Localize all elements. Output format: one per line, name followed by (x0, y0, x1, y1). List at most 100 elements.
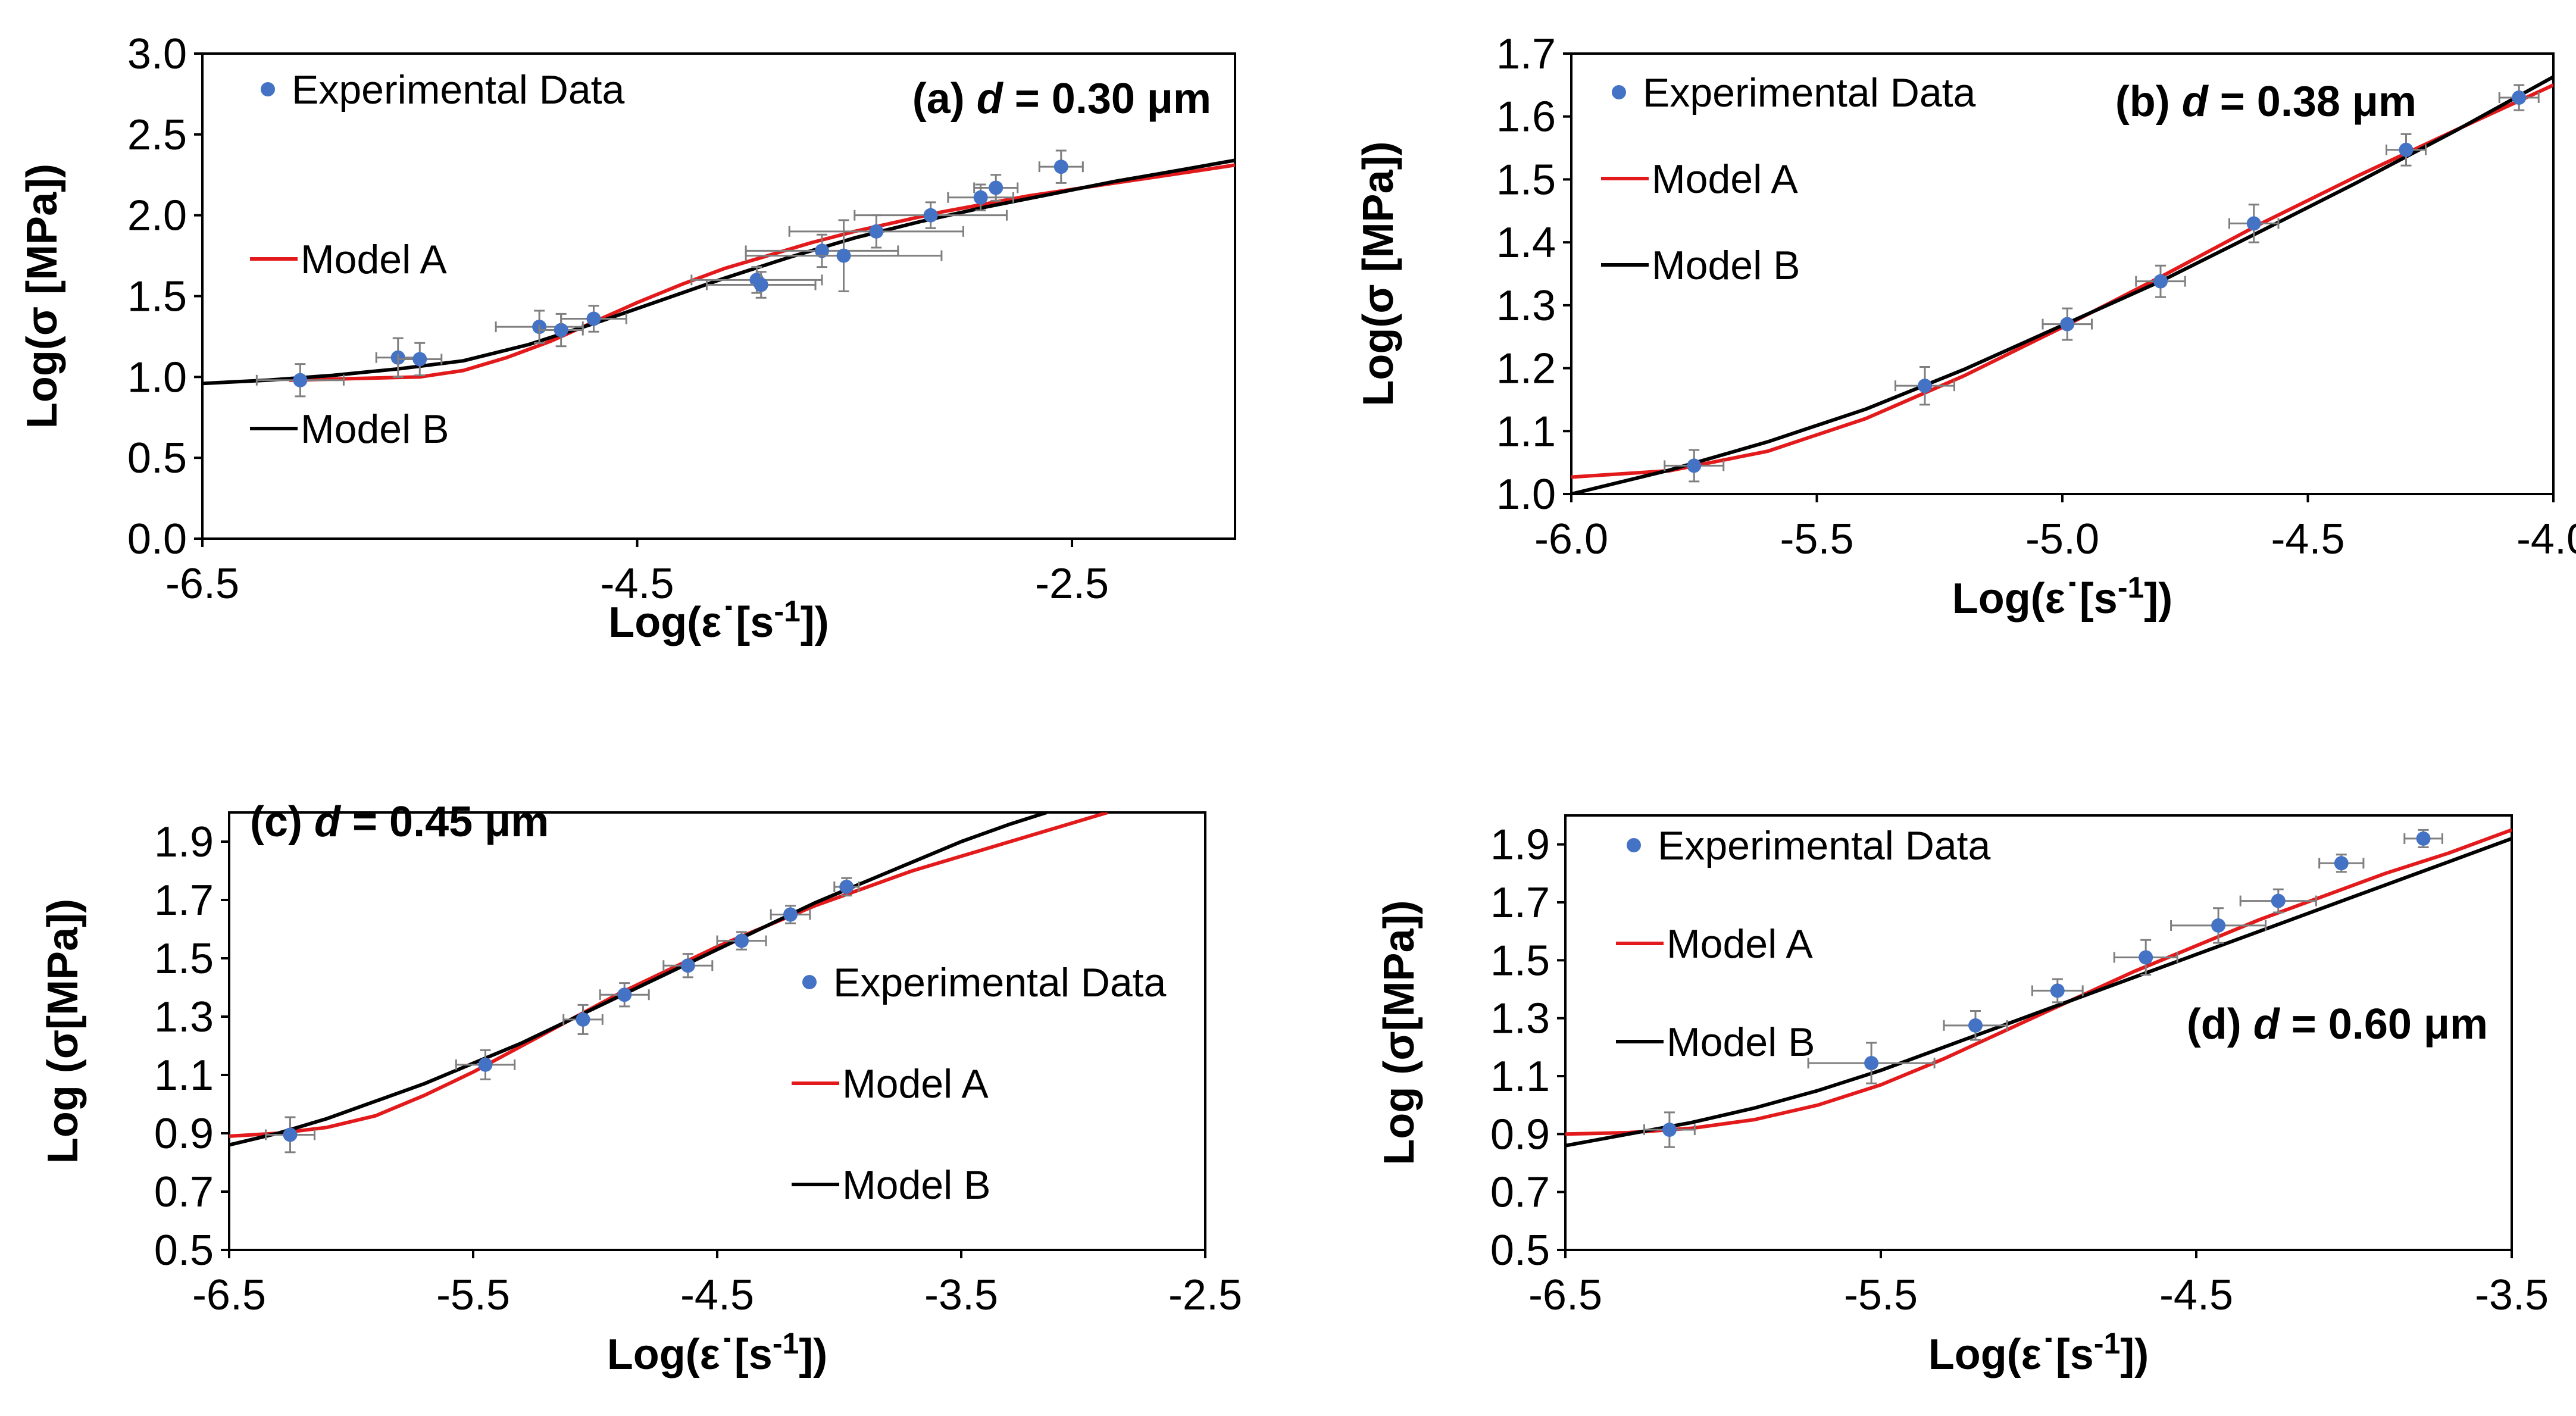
panel-a-x-tick-label: -6.5 (165, 560, 239, 608)
panel-b-x-tick-label: -5.5 (1780, 515, 1853, 563)
panel-d-data-point (2050, 983, 2065, 998)
panel-b-data-point (1918, 379, 1932, 393)
panel-c-data-point (283, 1127, 298, 1142)
panel-d-x-tick-label: -5.5 (1844, 1271, 1918, 1319)
panel-a-x-tick-label: -4.5 (600, 560, 674, 608)
panel-a-data-point (923, 208, 938, 223)
panel-d-x-tick-label: -3.5 (2475, 1271, 2549, 1319)
panel-c-model-a-line (229, 812, 1108, 1138)
panel-c-y-tick-label: 0.7 (154, 1168, 214, 1216)
panel-d-data-point (2139, 950, 2153, 965)
panel-d-model-a-line (1565, 828, 2512, 1136)
panel-c-x-tick-label: -3.5 (924, 1271, 998, 1319)
panel-d-legend-label: Model B (1667, 1020, 1815, 1065)
panel-a-model-b-line (202, 158, 1235, 386)
panel-a-y-tick-label: 1.5 (127, 273, 187, 321)
panel-c-plot-frame (228, 811, 1206, 1251)
panel-c-data-point (680, 958, 695, 973)
panel-b-data-point (2060, 317, 2075, 332)
panel-b-data-point (2512, 90, 2527, 105)
panel-b-y-axis-title: Log(σ [MPa]) (1355, 141, 1402, 406)
panel-c-y-axis-title: Log (σ[MPa]) (39, 899, 87, 1164)
panel-b-data-point (2399, 142, 2414, 157)
panel-d-data-point (1864, 1056, 1879, 1071)
panel-a-y-tick-label: 0.5 (127, 435, 187, 482)
panel-d-y-tick-label: 0.7 (1490, 1169, 1550, 1217)
panel-d-y-tick-label: 0.5 (1490, 1227, 1550, 1274)
panel-b-legend-label: Model A (1652, 157, 1798, 202)
panel-a-data-point (869, 224, 884, 239)
panel-c-data-point (839, 879, 854, 894)
panel-d-y-tick-label: 1.1 (1490, 1053, 1550, 1101)
panel-a-data-point (554, 323, 568, 337)
panel-c-legend-label: Model A (842, 1061, 989, 1106)
panel-a-data-point (973, 190, 988, 205)
panel-d-data-point (2271, 893, 2286, 908)
panel-c: 0.5 0.7 0.9 1.1 1.3 1.5 1.7 1.9 -6.5 -5.5 -4.5 -3.5… (39, 798, 1242, 1379)
panel-d-model-b-line (1565, 837, 2512, 1148)
panel-d-legend-label: Experimental Data (1658, 823, 1991, 868)
panel-a-x-tick-label: -2.5 (1035, 560, 1109, 608)
panel-b-y-tick-label: 1.5 (1496, 156, 1556, 204)
panel-a-legend-label: Model A (301, 237, 447, 282)
panel-d-data-point (2211, 918, 2226, 933)
panel-a: 0.0 0.5 1.0 1.5 2.0 2.5 3.0 -6.5 -4.5 -2.5 Log(ε˙[… (18, 30, 1236, 646)
panel-a-data-point (836, 248, 851, 263)
panel-d-data-point (2416, 831, 2431, 846)
panel-a-x-axis-title: Log(ε˙[s-1]) (608, 595, 829, 646)
panel-d-x-tick-label: -6.5 (1528, 1271, 1602, 1319)
panel-b: 1.0 1.1 1.2 1.3 1.4 1.5 1.6 1.7 -6.0 -5.5 -5.0 -4.5… (1355, 30, 2576, 623)
panel-b-legend-label: Model B (1652, 243, 1800, 288)
panel-c-title: (c) d = 0.45 μm (250, 798, 549, 846)
panel-d-y-tick-label: 1.9 (1490, 821, 1550, 869)
panel-c-x-tick-label: -2.5 (1168, 1271, 1242, 1319)
panel-d-y-tick-label: 0.9 (1490, 1111, 1550, 1158)
panel-a-data-point (989, 180, 1003, 195)
panel-a-plot-frame (201, 52, 1236, 540)
panel-b-data-point (1687, 458, 1702, 473)
panel-d-legend-label: Model A (1667, 921, 1813, 967)
panel-c-y-tick-label: 1.3 (154, 993, 214, 1041)
panel-b-legend-marker-data (1612, 85, 1626, 99)
panel-a-legend-marker-data (261, 82, 275, 96)
panel-a-y-tick-label: 1.0 (127, 354, 187, 401)
panel-a-data-point (293, 373, 308, 387)
panel-d-y-tick-label: 1.7 (1490, 879, 1550, 927)
panel-b-x-axis-title: Log(ε˙[s-1]) (1952, 571, 2173, 623)
panel-a-y-tick-label: 2.5 (127, 111, 187, 159)
panel-d-title: (d) d = 0.60 μm (2187, 1001, 2488, 1048)
panel-a-y-axis-title: Log(σ [MPa]) (18, 164, 66, 429)
panel-d-x-tick-label: -4.5 (2159, 1271, 2233, 1319)
panel-b-x-tick-label: -5.0 (2025, 515, 2099, 563)
panel-d-data-point (2334, 856, 2349, 871)
panel-a-data-point (586, 311, 601, 326)
panel-c-y-tick-label: 0.9 (154, 1110, 214, 1158)
panel-c-x-tick-label: -4.5 (680, 1271, 754, 1319)
panel-a-title: (a) d = 0.30 μm (912, 75, 1211, 123)
panel-b-x-tick-label: -4.5 (2271, 515, 2344, 563)
panel-b-title: (b) d = 0.38 μm (2115, 78, 2416, 126)
panel-b-y-tick-label: 1.2 (1496, 345, 1556, 393)
panel-c-x-tick-label: -6.5 (192, 1271, 266, 1319)
panel-b-legend-label: Experimental Data (1643, 70, 1976, 115)
panel-c-legend-marker-data (802, 975, 817, 989)
panel-a-y-tick-label: 2.0 (127, 192, 187, 240)
panel-d-x-axis-title: Log(ε˙[s-1]) (1928, 1327, 2149, 1379)
panel-b-y-tick-label: 1.3 (1496, 282, 1556, 330)
panel-a-legend-label: Experimental Data (292, 67, 625, 112)
panel-b-y-tick-label: 1.6 (1496, 93, 1556, 141)
panel-c-y-tick-label: 1.1 (154, 1052, 214, 1099)
panel-a-data-point (412, 352, 427, 367)
panel-d: 0.5 0.7 0.9 1.1 1.3 1.5 1.7 1.9 -6.5 -5.5 -4.5 -3.5… (1375, 814, 2549, 1379)
panel-b-y-tick-label: 1.1 (1496, 408, 1556, 455)
panel-d-data-point (1968, 1018, 1983, 1033)
panel-c-data-point (478, 1057, 493, 1072)
panel-b-data-point (2153, 274, 2168, 289)
panel-b-y-tick-label: 1.4 (1496, 219, 1556, 267)
panel-a-data-point (1053, 160, 1068, 174)
panel-b-x-tick-label: -4.0 (2516, 515, 2576, 563)
panel-c-y-tick-label: 1.9 (154, 818, 214, 866)
panel-c-data-point (617, 987, 632, 1002)
panel-b-x-tick-label: -6.0 (1534, 515, 1608, 563)
